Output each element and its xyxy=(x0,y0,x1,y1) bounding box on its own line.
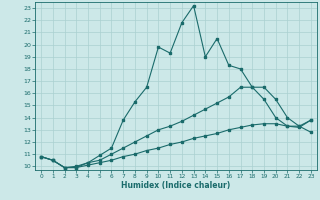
X-axis label: Humidex (Indice chaleur): Humidex (Indice chaleur) xyxy=(121,181,231,190)
